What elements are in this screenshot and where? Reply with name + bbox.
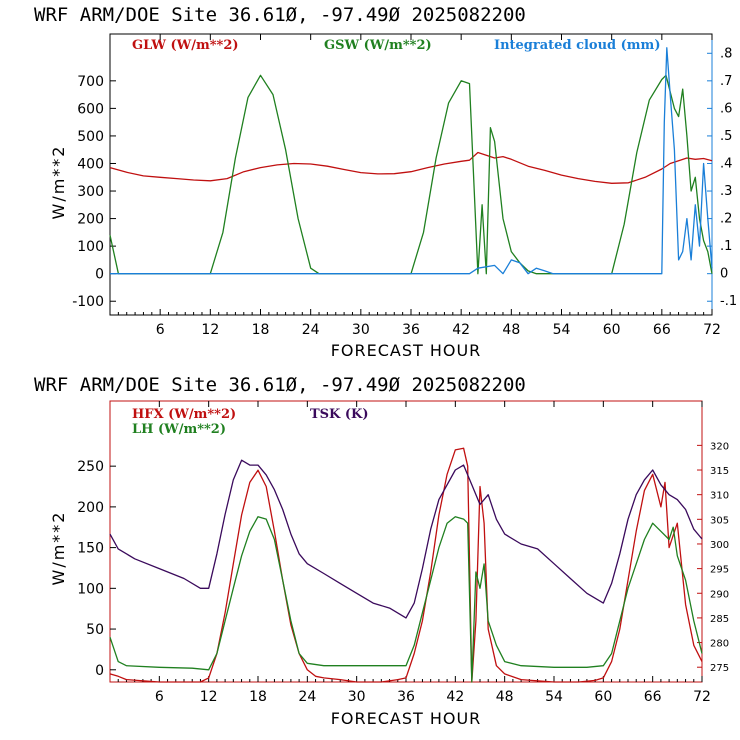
bottom-y-tick-label: 0 (95, 663, 104, 679)
top-y-tick-label: 400 (77, 156, 104, 172)
bottom-x-tick-label: 30 (348, 689, 366, 705)
legend-cloud: Integrated cloud (mm) (494, 38, 660, 53)
top-panel: WRF ARM/DOE Site 36.61Ø, -97.49Ø 2025082… (34, 4, 737, 360)
bottom-y-tick-label: 50 (86, 622, 104, 638)
bottom-y2-tick-label: 320 (710, 441, 729, 452)
top-x-tick-label: 66 (653, 322, 671, 338)
top-x-tick-label: 72 (703, 322, 721, 338)
top-y2-tick-label: .7 (720, 74, 732, 89)
top-x-tick-label: 30 (352, 322, 370, 338)
bottom-y-tick-label: 150 (77, 541, 104, 557)
top-y2-tick-label: .6 (720, 101, 732, 116)
top-x-tick-label: 24 (302, 322, 320, 338)
bottom-panel: WRF ARM/DOE Site 36.61Ø, -97.49Ø 2025082… (34, 374, 729, 728)
top-axes: 6 12 18 24 30 36 42 48 54 60 66 72 -100 0 100 200 300 400… (72, 34, 737, 338)
bottom-series-line-tsk (109, 459, 703, 619)
bottom-y-axis-label: W/m**2 (49, 511, 68, 586)
bottom-x-tick-label: 48 (496, 689, 514, 705)
bottom-x-tick-label: 18 (249, 689, 267, 705)
top-y2-tick-label: .2 (720, 212, 732, 227)
bottom-legend: HFX (W/m**2) LH (W/m**2) TSK (K) (132, 407, 369, 437)
top-x-tick-label: 42 (452, 322, 470, 338)
legend-tsk: TSK (K) (310, 407, 369, 422)
legend-gsw: GSW (W/m**2) (324, 38, 432, 53)
bottom-y2-tick-label: 310 (710, 491, 729, 502)
top-y2-tick-label: .8 (720, 46, 732, 61)
bottom-y2-tick-label: 305 (710, 515, 729, 526)
bottom-x-tick-label: 72 (693, 689, 711, 705)
bottom-axes: 6 12 18 24 30 36 42 48 54 60 66 72 0 50 100 150 200 250 27… (77, 401, 729, 705)
bottom-x-tick-label: 54 (545, 689, 563, 705)
top-series-line-gsw (109, 74, 713, 275)
bottom-x-tick-label: 66 (644, 689, 662, 705)
top-x-tick-label: 12 (201, 322, 219, 338)
top-series (109, 47, 713, 275)
top-y2-tick-label: .4 (720, 156, 732, 171)
bottom-x-tick-label: 6 (155, 689, 164, 705)
bottom-x-tick-label: 42 (446, 689, 464, 705)
top-y-tick-label: 0 (95, 267, 104, 283)
top-panel-title: WRF ARM/DOE Site 36.61Ø, -97.49Ø 2025082… (34, 4, 526, 26)
bottom-x-tick-label: 36 (397, 689, 415, 705)
bottom-series-line-lh (109, 516, 703, 683)
top-y2-tick-label: .1 (720, 239, 732, 254)
bottom-x-tick-label: 60 (594, 689, 612, 705)
bottom-plot-frame (109, 400, 703, 683)
bottom-y2-tick-label: 300 (710, 540, 729, 551)
bottom-y-tick-label: 250 (77, 459, 104, 475)
bottom-y2-tick-label: 280 (710, 639, 729, 650)
top-legend: GLW (W/m**2) GSW (W/m**2) Integrated clo… (132, 38, 660, 53)
top-x-tick-label: 18 (252, 322, 270, 338)
bottom-series (109, 447, 703, 683)
top-y2-tick-label: .5 (720, 129, 732, 144)
top-series-line-glw (109, 151, 713, 184)
top-y-tick-label: 600 (77, 101, 104, 117)
top-y2-tick-label: .3 (720, 184, 732, 199)
top-y2-tick-label: 0 (720, 267, 728, 282)
bottom-x-axis-label: FORECAST HOUR (331, 709, 482, 728)
bottom-y2-tick-label: 290 (710, 589, 729, 600)
top-y-tick-label: 200 (77, 212, 104, 228)
top-x-tick-label: 6 (156, 322, 165, 338)
bottom-y2-tick-label: 295 (710, 565, 729, 576)
bottom-panel-title: WRF ARM/DOE Site 36.61Ø, -97.49Ø 2025082… (34, 374, 526, 396)
top-y-tick-label: 700 (77, 74, 104, 90)
legend-glw: GLW (W/m**2) (132, 38, 239, 53)
top-series-line-integrated (110, 47, 713, 275)
top-x-tick-label: 48 (502, 322, 520, 338)
bottom-y2-tick-label: 275 (710, 663, 729, 674)
top-x-tick-label: 60 (603, 322, 621, 338)
bottom-y2-tick-label: 285 (710, 614, 729, 625)
bottom-y-tick-label: 100 (77, 581, 104, 597)
bottom-series-line-hfx (109, 447, 703, 683)
bottom-x-tick-label: 12 (200, 689, 218, 705)
top-y-axis-label: W/m**2 (49, 145, 68, 220)
top-y-tick-label: 100 (77, 239, 104, 255)
bottom-y-tick-label: 200 (77, 500, 104, 516)
top-y2-tick-label: -.1 (720, 294, 737, 309)
bottom-y2-tick-label: 315 (710, 466, 729, 477)
legend-lh: LH (W/m**2) (132, 422, 226, 437)
top-x-tick-label: 54 (553, 322, 571, 338)
bottom-x-tick-label: 24 (298, 689, 316, 705)
top-y-tick-label: -100 (72, 294, 104, 310)
top-x-tick-label: 36 (402, 322, 420, 338)
top-x-axis-label: FORECAST HOUR (331, 341, 482, 360)
top-y-tick-label: 500 (77, 129, 104, 145)
top-y-tick-label: 300 (77, 184, 104, 200)
legend-hfx: HFX (W/m**2) (132, 407, 236, 422)
